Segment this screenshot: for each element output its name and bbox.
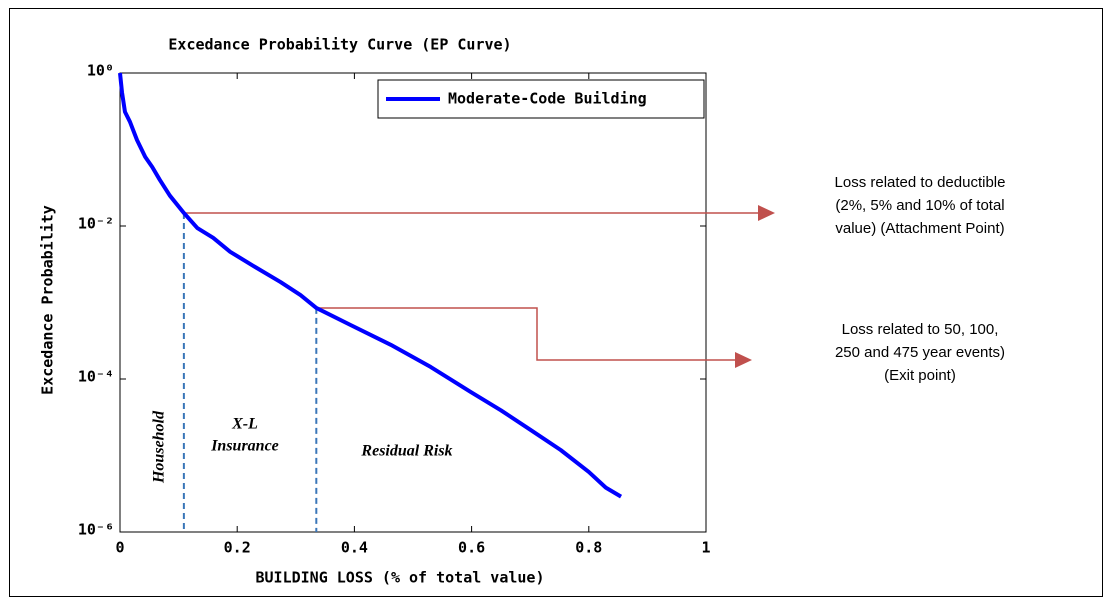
y-tick-label: 10⁻⁴	[78, 368, 114, 386]
y-tick-label: 10⁰	[87, 62, 114, 80]
region-label: X-L	[231, 416, 258, 433]
x-tick-label: 0.6	[458, 539, 485, 557]
y-axis-label: Excedance Probability	[39, 205, 57, 395]
annotation: 250 and 475 year events)	[835, 344, 1005, 361]
y-tick-label: 10⁻⁶	[78, 521, 114, 539]
annotation: (Exit point)	[884, 367, 956, 384]
annotation: Loss related to 50, 100,	[842, 321, 999, 338]
x-tick-label: 0.8	[575, 539, 602, 557]
frame	[9, 8, 1103, 597]
legend-label: Moderate-Code Building	[448, 90, 647, 108]
x-axis-label: BUILDING LOSS (% of total value)	[256, 569, 545, 587]
arrow-heads	[735, 205, 775, 368]
chart-title: Excedance Probability Curve (EP Curve)	[168, 36, 511, 54]
region-label: Residual Risk	[360, 443, 452, 460]
x-tick-label: 0	[115, 539, 124, 557]
annotation: value) (Attachment Point)	[835, 220, 1004, 237]
x-tick-label: 0.4	[341, 539, 368, 557]
arrows	[186, 212, 760, 361]
region-label: Insurance	[210, 438, 279, 455]
x-tick-label: 1	[701, 539, 710, 557]
x-tick-label: 0.2	[224, 539, 251, 557]
annotation: Loss related to deductible	[835, 174, 1006, 191]
series-line	[118, 72, 623, 499]
annotations: Loss related to deductible (2%, 5% and 10…	[835, 174, 1006, 384]
region-label: Household	[151, 410, 168, 484]
axes-box	[119, 72, 707, 533]
annotation: (2%, 5% and 10% of total	[835, 197, 1004, 214]
y-tick-label: 10⁻²	[78, 215, 114, 233]
